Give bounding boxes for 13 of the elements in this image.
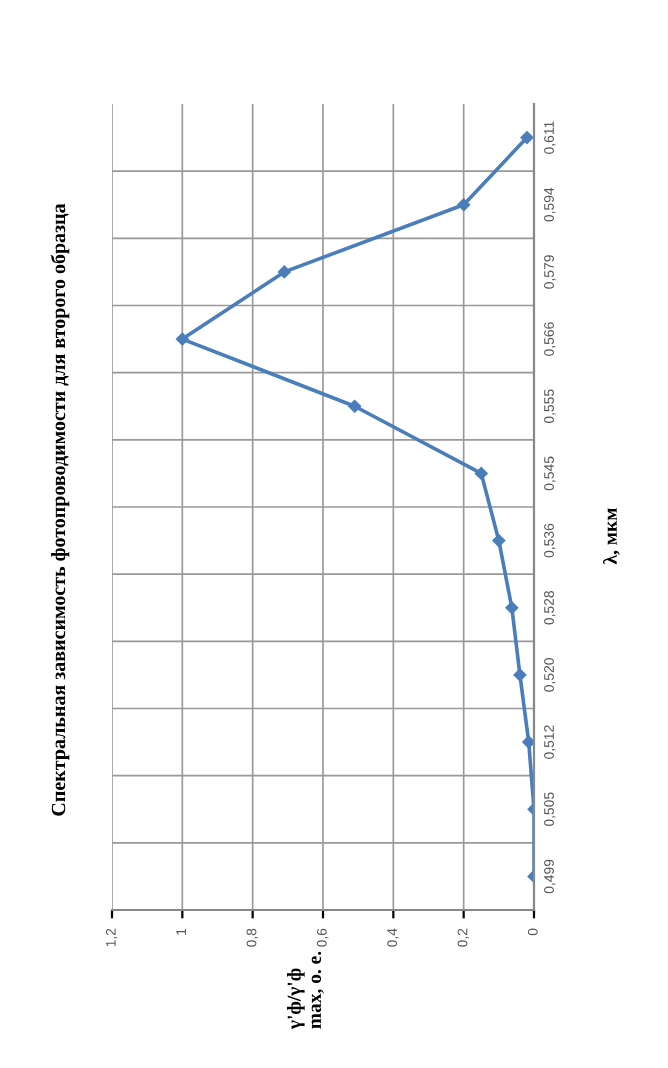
text: γ'ф/γ'ф max, о. е. [287, 951, 324, 1030]
point [520, 131, 534, 144]
text: Спектральная зависимость фотопроводимости для второго образца [50, 203, 70, 816]
point [457, 198, 470, 212]
point [505, 601, 519, 615]
point [278, 265, 291, 279]
point [522, 735, 534, 749]
y-axis-title: λ, мкм [602, 508, 620, 565]
point [474, 467, 488, 480]
point [348, 399, 361, 413]
point [513, 668, 527, 682]
point [176, 332, 189, 346]
point [492, 534, 506, 547]
